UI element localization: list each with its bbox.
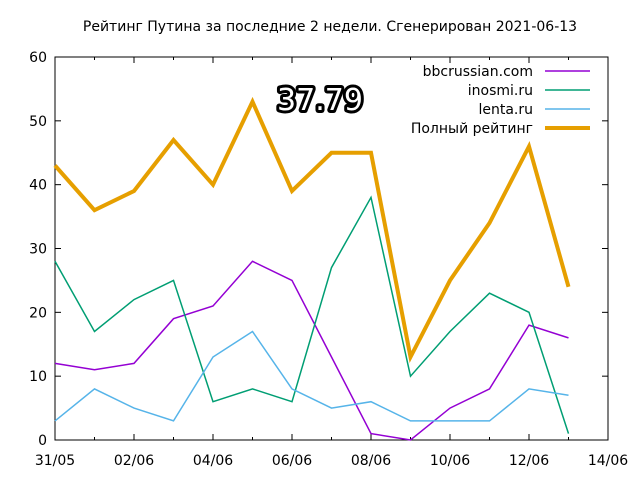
- legend: bbcrussian.com inosmi.ru lenta.ru Полный ре…: [411, 64, 590, 137]
- series-line-3: [53, 96, 571, 364]
- x-tick-label: 06/06: [272, 453, 312, 469]
- series-lines: [53, 96, 571, 441]
- y-tick-label: 50: [29, 114, 47, 130]
- x-tick-label: 10/06: [430, 453, 470, 469]
- legend-label: Полный рейтинг: [411, 121, 533, 137]
- x-tick-label: 04/06: [193, 453, 233, 469]
- legend-label: lenta.ru: [478, 102, 533, 118]
- y-tick-label: 0: [38, 433, 47, 449]
- y-tick-label: 10: [29, 369, 47, 385]
- x-tick-label: 31/05: [35, 453, 75, 469]
- x-tick-label: 12/06: [509, 453, 549, 469]
- legend-label: inosmi.ru: [468, 83, 533, 99]
- series-line-1: [54, 195, 570, 434]
- y-tick-label: 40: [29, 178, 47, 194]
- x-tick-label: 14/06: [588, 453, 628, 469]
- overlay-value: 37.79: [277, 83, 363, 118]
- y-tick-label: 60: [29, 50, 47, 66]
- y-tick-label: 20: [29, 305, 47, 321]
- series-line-0: [54, 260, 569, 441]
- x-tick-label: 02/06: [114, 453, 154, 469]
- axes: 0 10 20 30 40 50 60 31/05 02/06 04/06 06/06 08/06 10…: [29, 50, 628, 469]
- legend-label: bbcrussian.com: [423, 64, 533, 80]
- chart-title: Рейтинг Путина за последние 2 недели. Сг…: [83, 19, 577, 35]
- series-line-2: [54, 330, 569, 422]
- x-tick-label: 08/06: [351, 453, 391, 469]
- y-tick-label: 30: [29, 242, 47, 258]
